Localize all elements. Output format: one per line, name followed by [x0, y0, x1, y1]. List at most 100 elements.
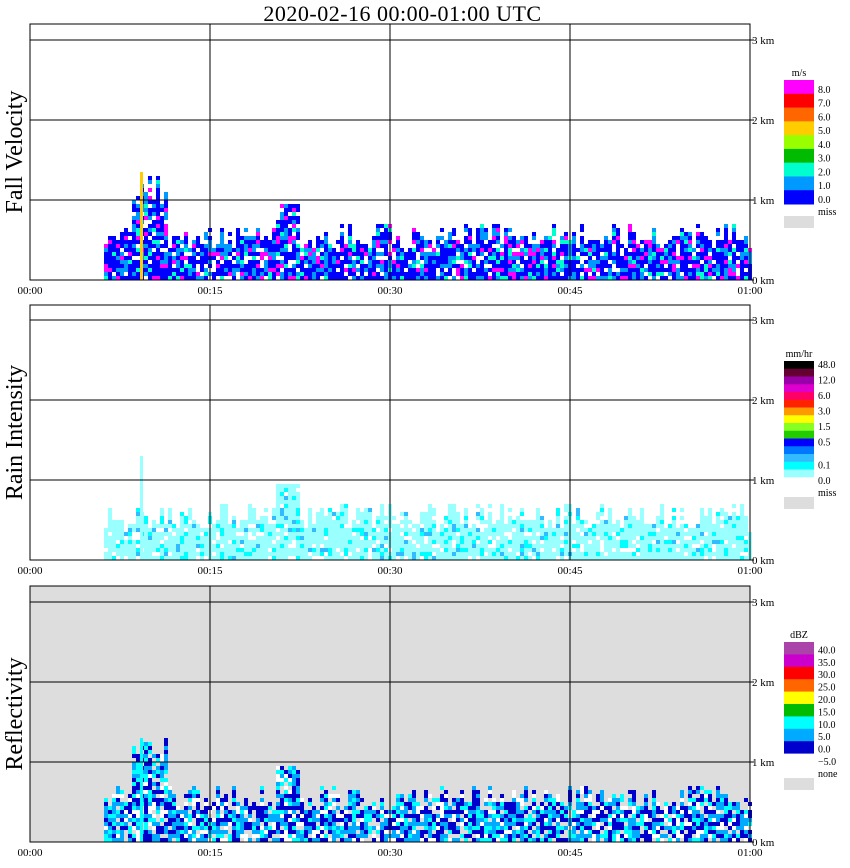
rain-intensity-y-tick-label: 0 km — [752, 555, 775, 567]
reflectivity-x-tick-label: 00:30 — [377, 847, 403, 859]
reflectivity-panel: Reflectivity 3 km 2 km 1 km 0 km 00:00 00:15 00… — [2, 585, 838, 859]
reflectivity-x-tick-label: 00:45 — [557, 847, 583, 859]
rain-intensity-legend-swatch — [784, 368, 814, 377]
fall-velocity-legend-swatch — [784, 80, 814, 95]
fall-velocity-legend-label: 4.0 — [818, 140, 831, 151]
reflectivity-legend-swatch — [784, 666, 814, 680]
reflectivity-x-tick-label: 00:00 — [17, 847, 43, 859]
reflectivity-legend-swatch — [784, 741, 814, 755]
fall-velocity-legend-miss-label: miss — [818, 207, 836, 218]
rain-intensity-legend-swatch — [784, 384, 814, 393]
reflectivity-echo-cells — [104, 738, 752, 842]
page-title: 2020-02-16 00:00-01:00 UTC — [263, 1, 542, 26]
fall-velocity-grid — [30, 24, 750, 280]
reflectivity-y-tick-label: 1 km — [752, 757, 775, 769]
reflectivity-y-tick-label: 0 km — [752, 837, 775, 849]
reflectivity-legend-label: 10.0 — [818, 720, 836, 731]
reflectivity-legend-swatch — [784, 679, 814, 693]
reflectivity-legend-label: 35.0 — [818, 658, 836, 669]
fall-velocity-legend-swatch — [784, 93, 814, 109]
reflectivity-grid — [30, 586, 750, 842]
reflectivity-y-tick-label: 3 km — [752, 597, 775, 609]
reflectivity-y-tick-label: 2 km — [752, 677, 775, 689]
rain-intensity-x-tick-label: 00:15 — [197, 565, 223, 577]
fall-velocity-x-tick-label: 00:30 — [377, 285, 403, 297]
rain-intensity-grid — [30, 305, 750, 560]
fall-velocity-legend-swatch — [784, 176, 814, 191]
fall-velocity-legend-swatch — [784, 135, 814, 150]
reflectivity-legend-swatch — [784, 716, 814, 730]
rain-intensity-legend-label: 3.0 — [818, 406, 831, 417]
reflectivity-legend-miss-label: none — [818, 769, 838, 780]
rain-intensity-legend-swatch — [784, 399, 814, 408]
fall-velocity-y-tick-label: 3 km — [752, 35, 775, 47]
rain-intensity-legend-label: 0.1 — [818, 461, 831, 472]
rain-intensity-legend-swatch — [784, 454, 814, 463]
fall-velocity-x-tick-label: 00:00 — [17, 285, 43, 297]
rain-intensity-legend-label: 48.0 — [818, 360, 836, 371]
fall-velocity-legend-label: 8.0 — [818, 85, 831, 96]
rain-intensity-x-tick-label: 00:00 — [17, 565, 43, 577]
reflectivity-legend-label: −5.0 — [818, 757, 836, 768]
rain-intensity-legend-label: 12.0 — [818, 375, 836, 386]
fall-velocity-legend-swatch — [784, 148, 814, 164]
reflectivity-legend-swatch — [784, 753, 814, 767]
reflectivity-legend-swatch — [784, 728, 814, 742]
reflectivity-frame — [29, 585, 751, 843]
rain-intensity-legend-swatch — [784, 469, 814, 478]
reflectivity-legend-swatch — [784, 654, 814, 668]
reflectivity-legend-unit: dBZ — [790, 630, 808, 641]
fall-velocity-echo-cells — [104, 172, 752, 280]
rain-intensity-echo-cells — [104, 456, 752, 560]
fall-velocity-legend-swatch — [784, 121, 814, 136]
fall-velocity-legend-swatch — [784, 162, 814, 177]
reflectivity-legend-miss-swatch — [784, 778, 814, 790]
rain-intensity-legend-swatch — [784, 361, 814, 370]
fall-velocity-legend-label: 2.0 — [818, 167, 831, 178]
fall-velocity-legend-swatch — [784, 107, 814, 122]
rain-intensity-legend-label: 0.5 — [818, 437, 831, 448]
rain-intensity-legend-swatch — [784, 446, 814, 455]
reflectivity-legend-label: 15.0 — [818, 707, 836, 718]
reflectivity-legend-label: 20.0 — [818, 695, 836, 706]
rain-intensity-y-tick-label: 1 km — [752, 475, 775, 487]
fall-velocity-x-tick-label: 00:45 — [557, 285, 583, 297]
reflectivity-legend-swatch — [784, 691, 814, 705]
fall-velocity-legend-label: 6.0 — [818, 112, 831, 123]
fall-velocity-legend-unit: m/s — [792, 68, 807, 79]
rain-intensity-legend-swatch — [784, 430, 814, 439]
fall-velocity-legend-label: 1.0 — [818, 181, 831, 192]
fall-velocity-frame — [29, 23, 751, 281]
reflectivity-x-tick-label: 01:00 — [737, 847, 763, 859]
reflectivity-legend: dBZ 40.0 35.030.0 25.020.015.0 10.05.0 0.0−5.… — [784, 630, 838, 790]
rain-intensity-legend-miss-swatch — [784, 497, 814, 509]
fall-velocity-legend-miss-swatch — [784, 216, 814, 228]
rain-intensity-y-tick-label: 2 km — [752, 395, 775, 407]
fall-velocity-x-tick-label: 00:15 — [197, 285, 223, 297]
reflectivity-legend-swatch — [784, 704, 814, 717]
rain-intensity-legend-label: 0.0 — [818, 476, 831, 487]
rain-intensity-legend-swatch — [784, 461, 814, 470]
rain-intensity-legend-label: 1.5 — [818, 422, 831, 433]
fall-velocity-y-tick-label: 1 km — [752, 195, 775, 207]
fall-velocity-legend-label: 0.0 — [818, 195, 831, 206]
rain-intensity-legend-swatch — [784, 477, 814, 486]
rain-intensity-legend-swatch — [784, 392, 814, 401]
fall-velocity-legend-label: 7.0 — [818, 99, 831, 110]
rain-intensity-frame — [29, 304, 751, 561]
rain-intensity-legend-swatch — [784, 423, 814, 432]
rain-intensity-legend-unit: mm/hr — [786, 349, 813, 360]
reflectivity-legend-label: 25.0 — [818, 683, 836, 694]
reflectivity-legend-label: 40.0 — [818, 645, 836, 656]
fall-velocity-y-tick-label: 0 km — [752, 275, 775, 287]
reflectivity-legend-label: 0.0 — [818, 745, 831, 756]
rain-intensity-legend-swatch — [784, 438, 814, 447]
reflectivity-legend-label: 30.0 — [818, 670, 836, 681]
fall-velocity-x-tick-label: 01:00 — [737, 285, 763, 297]
reflectivity-y-axis-label: Reflectivity — [2, 657, 28, 770]
fall-velocity-legend-swatch — [784, 190, 814, 205]
fall-velocity-legend-label: 5.0 — [818, 126, 831, 137]
reflectivity-legend-swatch — [784, 642, 814, 655]
